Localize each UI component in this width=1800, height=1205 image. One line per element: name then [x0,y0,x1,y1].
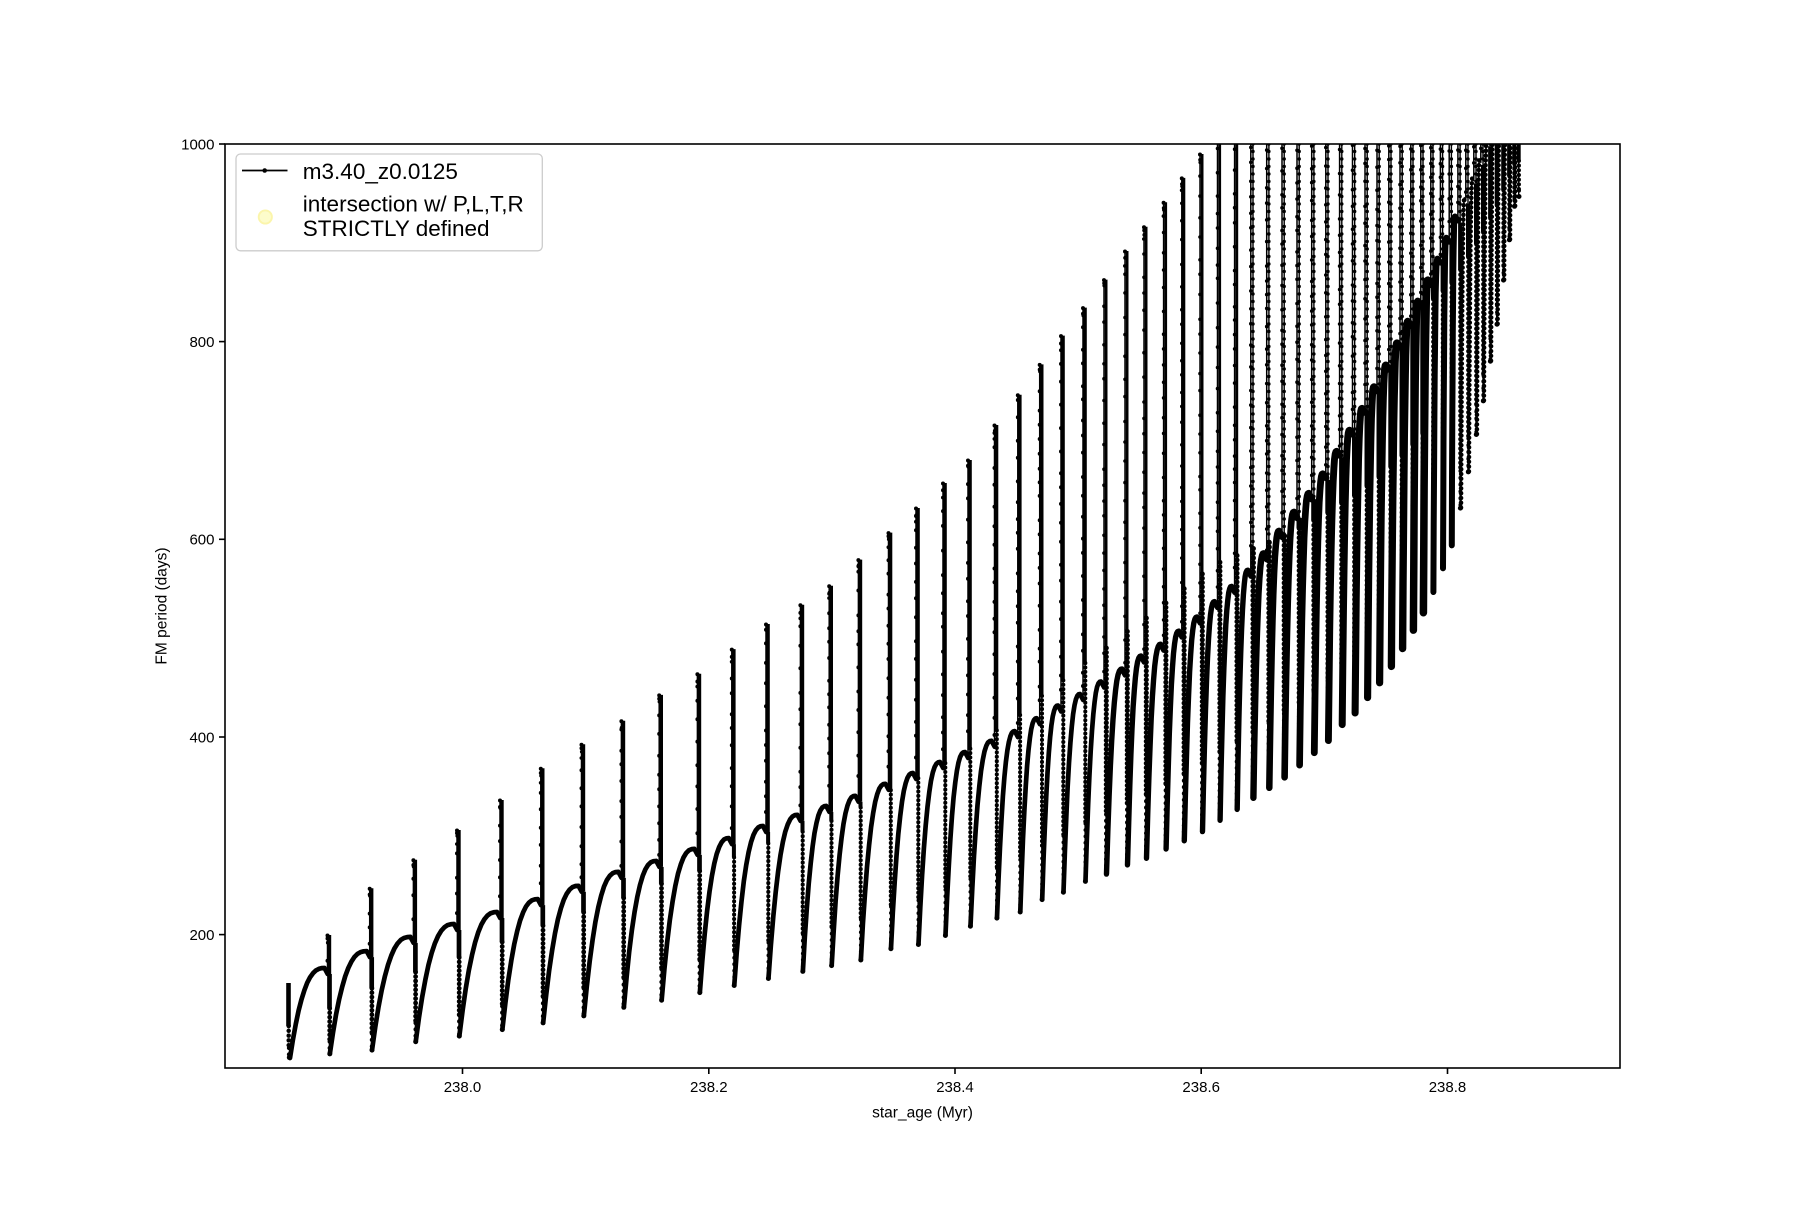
svg-text:200: 200 [189,927,214,944]
svg-text:400: 400 [189,729,214,746]
svg-text:STRICTLY defined: STRICTLY defined [303,216,490,241]
svg-text:238.2: 238.2 [690,1079,728,1096]
svg-text:1000: 1000 [181,136,214,153]
svg-text:star_age (Myr): star_age (Myr) [872,1105,973,1122]
svg-text:800: 800 [189,334,214,351]
svg-text:FM period (days): FM period (days) [154,547,171,664]
svg-text:m3.40_z0.0125: m3.40_z0.0125 [303,159,458,184]
svg-text:600: 600 [189,532,214,549]
svg-text:238.6: 238.6 [1182,1079,1220,1096]
svg-text:238.8: 238.8 [1429,1079,1467,1096]
svg-text:intersection w/ P,L,T,R: intersection w/ P,L,T,R [303,191,524,216]
svg-text:238.0: 238.0 [444,1079,482,1096]
svg-text:238.4: 238.4 [936,1079,974,1096]
